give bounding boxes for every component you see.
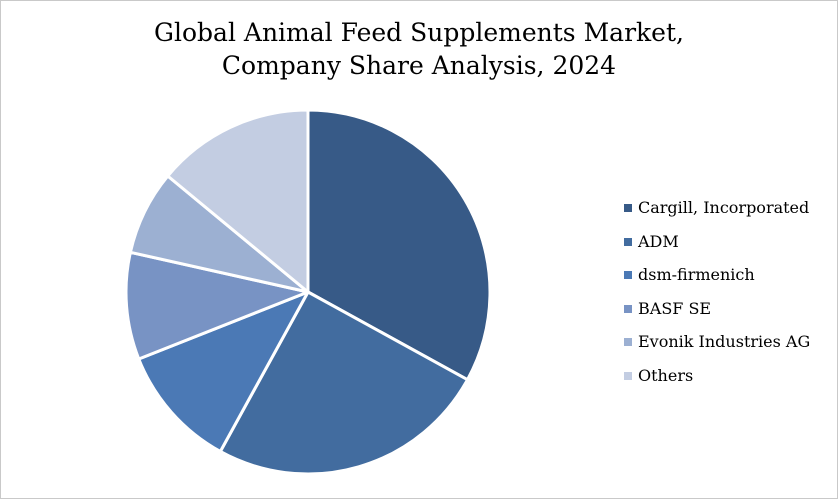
legend-swatch <box>624 304 632 313</box>
pie-slice-adm <box>218 290 469 476</box>
legend-item: Others <box>624 363 810 397</box>
legend-label: Others <box>638 365 694 385</box>
legend-item: BASF SE <box>624 296 810 330</box>
chart-title: Global Animal Feed Supplements Market, C… <box>0 16 838 82</box>
legend-swatch <box>624 371 632 380</box>
legend-item: Evonik Industries AG <box>624 329 810 363</box>
pie-slice-dsm-firmenich <box>137 290 310 453</box>
legend-label: Cargill, Incorporated <box>638 198 810 217</box>
legend-item: dsm-firmenich <box>624 262 810 296</box>
pie-slice-basf-se <box>124 250 310 361</box>
legend-item: ADM <box>624 229 810 263</box>
legend-label: dsm-firmenich <box>638 265 755 285</box>
legend-swatch <box>624 237 632 246</box>
legend-swatch <box>624 271 632 280</box>
legend-label: ADM <box>638 231 679 251</box>
legend-swatch <box>624 338 632 347</box>
pie-slice-cargill-incorporated <box>306 108 492 382</box>
chart-title-line-2: Company Share Analysis, 2024 <box>221 51 617 80</box>
legend-swatch <box>624 204 632 212</box>
legend-label: Evonik Industries AG <box>638 332 811 352</box>
legend-item: Cargill, Incorporated <box>624 195 810 229</box>
chart-legend: Cargill, Incorporated ADM dsm-firmenich BAS… <box>624 195 810 397</box>
pie-slice-others <box>166 108 310 294</box>
legend-label: BASF SE <box>638 298 712 318</box>
chart-title-line-1: Global Animal Feed Supplements Market, <box>154 18 684 47</box>
